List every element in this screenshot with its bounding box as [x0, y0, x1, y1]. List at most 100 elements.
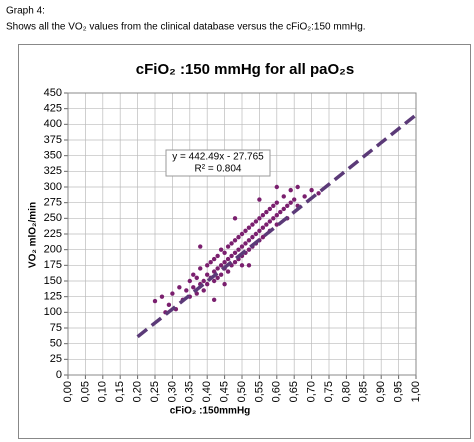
point [187, 278, 192, 284]
point [271, 216, 276, 221]
chart-title: cFiO₂ :150 mmHg for all paO₂s [136, 61, 354, 78]
point [274, 184, 279, 190]
y-tick-label: 275 [44, 197, 62, 209]
point [278, 209, 283, 215]
point [194, 275, 199, 281]
point [218, 272, 224, 277]
plot-border [67, 92, 417, 376]
x-tick-label: 0,50 [236, 381, 248, 402]
point [208, 260, 213, 265]
point [205, 263, 210, 268]
annotation: y = 442.49x - 27.765 [172, 152, 264, 163]
point [274, 200, 279, 205]
x-tick-label: 0,20 [132, 381, 144, 402]
point [201, 288, 206, 293]
x-tick-label: 0,25 [149, 381, 161, 402]
y-tick-label: 50 [50, 338, 62, 350]
point [288, 200, 293, 205]
point [246, 247, 252, 252]
y-tick-label: 200 [44, 244, 62, 256]
point [232, 250, 238, 255]
point [316, 191, 321, 196]
point [243, 228, 248, 234]
point [211, 297, 217, 302]
x-tick-label: 1,00 [410, 381, 422, 402]
point [267, 219, 273, 224]
x-tick-label: 0,75 [323, 381, 335, 402]
point [170, 291, 175, 296]
point [295, 184, 300, 190]
y-tick-label: 450 [44, 87, 62, 99]
x-tick-label: 0,95 [393, 381, 405, 402]
point [211, 278, 217, 284]
point [215, 253, 220, 259]
point [232, 216, 238, 221]
point [232, 238, 238, 243]
y-tick-label: 425 [44, 103, 62, 115]
point [250, 234, 255, 240]
point [225, 269, 231, 274]
point [159, 294, 165, 299]
x-tick-label: 0,70 [306, 381, 318, 402]
point [222, 260, 227, 265]
x-tick-label: 0,65 [288, 381, 300, 402]
point [215, 266, 220, 271]
point [177, 285, 182, 290]
point [205, 281, 210, 287]
point [218, 247, 224, 252]
x-tick-label: 0,05 [79, 381, 91, 402]
point [232, 260, 238, 265]
point [184, 288, 189, 293]
graph-label: Graph 4: [6, 6, 45, 17]
point [198, 244, 203, 249]
x-tick-label: 0,30 [166, 381, 178, 402]
point [205, 272, 210, 277]
point [260, 225, 266, 230]
point [267, 206, 273, 212]
point [271, 203, 276, 208]
point [253, 219, 259, 224]
point [229, 241, 234, 246]
point [225, 256, 231, 262]
x-tick-label: 0,60 [271, 381, 283, 402]
point [260, 213, 266, 218]
point [281, 206, 286, 212]
point [236, 234, 241, 240]
point [239, 231, 245, 237]
point [246, 263, 252, 268]
point [222, 250, 227, 255]
x-tick-label: 0,00 [62, 381, 74, 402]
point [253, 231, 259, 237]
y-tick-label: 150 [44, 275, 62, 287]
point [257, 197, 262, 202]
y-tick-label: 325 [44, 165, 62, 177]
y-tick-label: 225 [44, 228, 62, 240]
point [191, 272, 196, 277]
point [239, 244, 245, 249]
point [288, 187, 293, 193]
point [285, 203, 290, 208]
y-tick-label: 0 [56, 369, 62, 381]
point [215, 275, 220, 281]
point [239, 263, 245, 268]
graph-caption: Shows all the VO₂ values from the clinic… [6, 22, 366, 33]
y-tick-label: 125 [44, 291, 62, 303]
point [302, 194, 307, 199]
point [166, 302, 172, 308]
y-tick-label: 175 [44, 259, 62, 271]
x-tick-label: 0,10 [97, 381, 109, 402]
x-tick-label: 0,45 [219, 381, 231, 402]
point [257, 216, 262, 221]
y-tick-label: 25 [50, 353, 62, 365]
point [260, 234, 266, 240]
point [309, 187, 314, 193]
x-tick-label: 0,35 [184, 381, 196, 402]
y-tick-label: 350 [44, 150, 62, 162]
point [201, 278, 206, 284]
x-tick-label: 0,40 [201, 381, 213, 402]
point [222, 281, 227, 287]
point [236, 247, 241, 252]
point [218, 263, 224, 268]
point [246, 225, 252, 230]
